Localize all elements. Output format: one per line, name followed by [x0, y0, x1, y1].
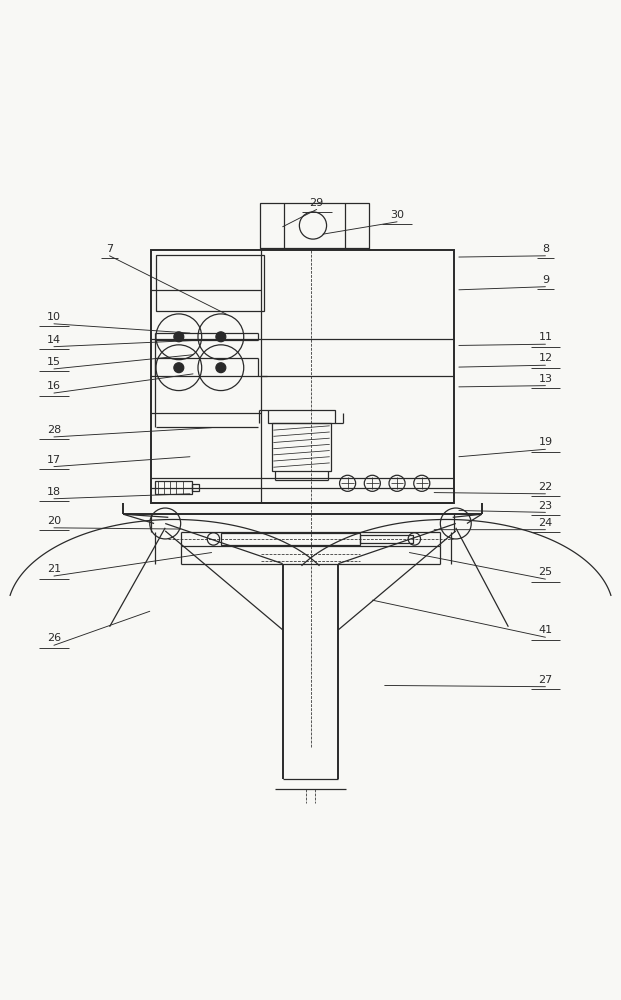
- Text: 7: 7: [106, 244, 113, 254]
- Text: 19: 19: [538, 437, 553, 447]
- Text: 23: 23: [538, 501, 553, 511]
- Circle shape: [174, 363, 184, 373]
- Bar: [155, 481, 192, 494]
- Bar: [272, 423, 331, 471]
- Bar: [151, 250, 454, 503]
- Bar: [156, 255, 264, 311]
- Text: 18: 18: [47, 487, 61, 497]
- Bar: [221, 533, 360, 545]
- Text: 26: 26: [47, 633, 61, 643]
- Text: 15: 15: [47, 357, 61, 367]
- Text: 20: 20: [47, 516, 61, 526]
- Bar: [192, 484, 199, 491]
- Bar: [260, 203, 369, 248]
- Text: 21: 21: [47, 564, 61, 574]
- Bar: [360, 535, 412, 543]
- Text: 13: 13: [538, 374, 553, 384]
- Text: 16: 16: [47, 381, 61, 391]
- Text: 29: 29: [309, 198, 324, 208]
- Text: 14: 14: [47, 335, 61, 345]
- Text: 28: 28: [47, 425, 61, 435]
- Text: 25: 25: [538, 567, 553, 577]
- Text: 30: 30: [390, 210, 404, 220]
- Circle shape: [216, 363, 226, 373]
- Text: 27: 27: [538, 675, 553, 685]
- Text: 9: 9: [542, 275, 549, 285]
- Text: 24: 24: [538, 518, 553, 528]
- Text: 17: 17: [47, 455, 61, 465]
- Circle shape: [216, 332, 226, 342]
- Bar: [268, 410, 335, 423]
- Text: 10: 10: [47, 312, 61, 322]
- Text: 8: 8: [542, 244, 549, 254]
- Text: 11: 11: [538, 332, 553, 342]
- Text: 22: 22: [538, 482, 553, 492]
- Text: 41: 41: [538, 625, 553, 635]
- Circle shape: [174, 332, 184, 342]
- Text: 12: 12: [538, 353, 553, 363]
